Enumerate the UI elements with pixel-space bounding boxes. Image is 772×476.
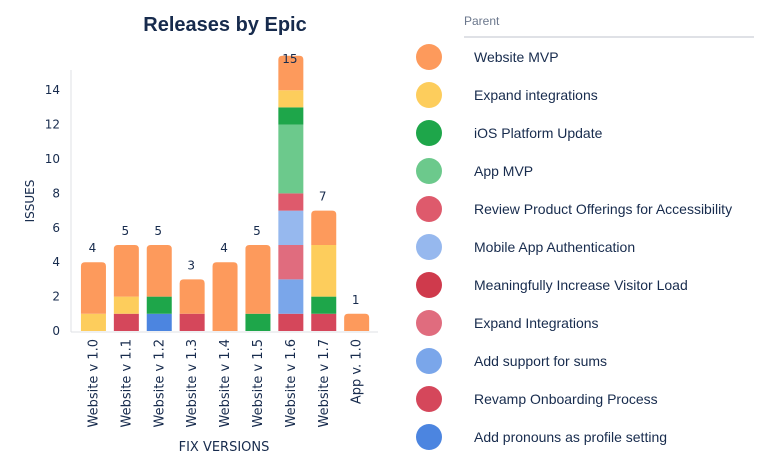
chart-bars [80, 55, 370, 331]
x-axis-ticks: Website v 1.0 Website v 1.1 Website v 1.2 W… [86, 339, 364, 427]
bar-total-label: 1 [352, 293, 360, 307]
bar-segment[interactable] [278, 107, 304, 125]
bar-total-label: 7 [319, 190, 327, 204]
bar-total-label: 4 [89, 241, 97, 255]
bar-segment[interactable] [80, 313, 106, 331]
y-tick-label: 12 [45, 118, 60, 132]
bar-segment[interactable] [344, 313, 370, 331]
bar-segment[interactable] [311, 210, 337, 245]
legend-item-label: Revamp Onboarding Process [474, 391, 658, 407]
legend-swatch-icon [416, 158, 442, 184]
legend-swatch-icon [416, 44, 442, 70]
bar-total-label: 5 [122, 224, 130, 238]
legend-swatch-icon [416, 272, 442, 298]
bar-segment[interactable] [113, 245, 139, 297]
x-tick-label: Website v 1.3 [185, 339, 200, 427]
y-axis-label: ISSUES [23, 180, 37, 223]
y-tick-label: 2 [52, 290, 60, 304]
bar-total-label: 5 [154, 224, 162, 238]
chart-title: Releases by Epic [143, 14, 307, 36]
bar-segment[interactable] [212, 262, 238, 331]
legend-swatch-icon [416, 348, 442, 374]
x-axis-label: FIX VERSIONS [179, 440, 270, 455]
legend-item[interactable]: Meaningfully Increase Visitor Load [416, 271, 756, 299]
bar-segment[interactable] [113, 313, 139, 331]
bar-total-label: 5 [253, 224, 261, 238]
bar-segment[interactable] [278, 55, 304, 91]
bar-segment[interactable] [311, 245, 337, 297]
x-tick-label: App v. 1.0 [350, 339, 365, 404]
legend-swatch-icon [416, 234, 442, 260]
x-tick-label: Website v 1.5 [251, 339, 266, 427]
legend-item[interactable]: Expand Integrations [416, 309, 756, 337]
bar-totals: 4 5 5 3 4 5 15 7 1 [89, 52, 360, 307]
bar-segment[interactable] [245, 313, 271, 331]
bar-segment[interactable] [80, 262, 106, 314]
x-tick-label: Website v 1.7 [317, 339, 332, 427]
y-tick-label: 14 [45, 83, 60, 97]
legend-item-label: Review Product Offerings for Accessibili… [474, 201, 733, 217]
legend-swatch-icon [416, 82, 442, 108]
y-tick-label: 10 [45, 152, 60, 166]
bar-segment[interactable] [113, 296, 139, 314]
legend-swatch-icon [416, 196, 442, 222]
legend-item[interactable]: Add support for sums [416, 347, 756, 375]
bar-segment[interactable] [278, 90, 304, 108]
x-tick-label: Website v 1.0 [86, 339, 101, 427]
y-tick-label: 4 [52, 255, 60, 269]
legend-item-label: Add pronouns as profile setting [474, 429, 668, 445]
legend-item[interactable]: Mobile App Authentication [416, 233, 756, 261]
bar-segment[interactable] [179, 313, 205, 331]
legend-swatch-icon [416, 120, 442, 146]
bar-segment[interactable] [278, 193, 304, 211]
legend-item[interactable]: Expand integrations [416, 81, 756, 109]
legend-item[interactable]: Website MVP [416, 43, 756, 71]
legend-item-label: Mobile App Authentication [474, 239, 636, 255]
bar-segment[interactable] [245, 245, 271, 314]
x-tick-label: Website v 1.6 [284, 339, 299, 427]
legend-item-label: Add support for sums [474, 353, 608, 369]
bar-segment[interactable] [278, 279, 304, 314]
legend: Parent Website MVP Expand integrations iOS… [416, 0, 756, 476]
x-tick-label: Website v 1.2 [152, 339, 167, 427]
bar-total-label: 15 [282, 52, 297, 66]
legend-item-label: App MVP [474, 163, 534, 179]
bar-segment[interactable] [278, 210, 304, 245]
legend-item-label: Website MVP [474, 49, 559, 65]
legend-item[interactable]: Add pronouns as profile setting [416, 423, 756, 451]
y-tick-label: 0 [52, 324, 60, 338]
legend-item[interactable]: iOS Platform Update [416, 119, 756, 147]
bar-total-label: 4 [220, 241, 228, 255]
legend-swatch-icon [416, 310, 442, 336]
bar-segment[interactable] [311, 313, 337, 331]
bar-segment[interactable] [278, 313, 304, 331]
legend-item[interactable]: Review Product Offerings for Accessibili… [416, 195, 756, 223]
bar-segment[interactable] [146, 245, 172, 297]
legend-item[interactable]: App MVP [416, 157, 756, 185]
legend-item-label: iOS Platform Update [474, 125, 603, 141]
bar-segment[interactable] [278, 245, 304, 280]
legend-item[interactable]: Revamp Onboarding Process [416, 385, 756, 413]
bar-segment[interactable] [146, 313, 172, 331]
legend-swatch-icon [416, 386, 442, 412]
bar-segment[interactable] [146, 296, 172, 314]
legend-item-label: Expand Integrations [474, 315, 599, 331]
y-axis-ticks: 0 2 4 6 8 10 12 14 [45, 83, 60, 338]
x-tick-label: Website v 1.4 [218, 339, 233, 427]
bar-segment[interactable] [278, 124, 304, 194]
bar-segment[interactable] [311, 296, 337, 314]
legend-header: Parent [464, 14, 754, 38]
bar-total-label: 3 [187, 258, 195, 272]
y-tick-label: 8 [52, 186, 60, 200]
legend-item-label: Expand integrations [474, 87, 598, 103]
x-tick-label: Website v 1.1 [119, 339, 134, 427]
y-tick-label: 6 [52, 221, 60, 235]
legend-item-label: Meaningfully Increase Visitor Load [474, 277, 688, 293]
legend-swatch-icon [416, 424, 442, 450]
bar-segment[interactable] [179, 279, 205, 314]
